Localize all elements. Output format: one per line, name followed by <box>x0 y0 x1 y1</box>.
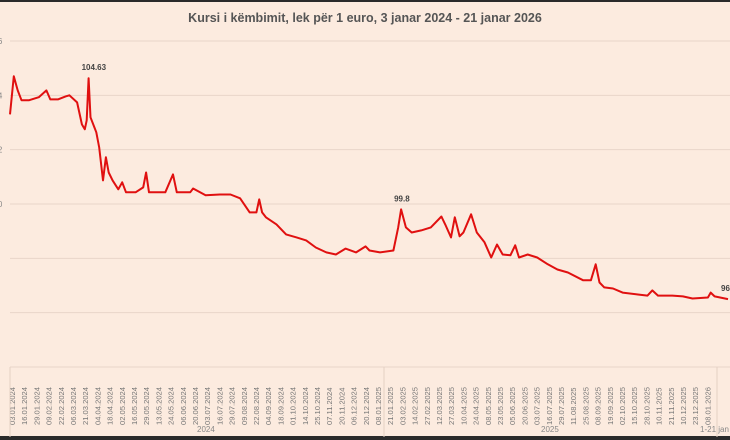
x-tick-label: 20.06.2025 <box>520 387 529 425</box>
x-tick-label: 06.12.2024 <box>350 387 359 425</box>
x-tick-label: 03.01.2024 <box>8 387 17 425</box>
x-tick-label: 19.09.2025 <box>606 387 615 425</box>
x-tick-label: 09.08.2024 <box>240 387 249 425</box>
x-tick-label: 10.11.2025 <box>655 388 664 425</box>
x-tick-label: 08.05.2025 <box>484 387 493 425</box>
x-tick-label: 18.09.2024 <box>276 387 285 425</box>
x-tick-label: 24.04.2025 <box>472 387 481 425</box>
x-tick-label: 06.06.2024 <box>179 387 188 425</box>
x-tick-label: 29.07.2024 <box>228 387 237 425</box>
x-tick-label: 24.05.2024 <box>167 387 176 425</box>
x-tick-label: 23.12.2025 <box>691 387 700 425</box>
x-tick-label: 06.03.2024 <box>69 387 78 425</box>
x-tick-label: 10.12.2025 <box>679 387 688 425</box>
x-tick-label: 14.02.2025 <box>411 387 420 425</box>
x-tick-label: 22.02.2024 <box>57 387 66 425</box>
x-tick-label: 16.05.2024 <box>130 387 139 425</box>
chart-title: Kursi i këmbimit, lek për 1 euro, 3 jana… <box>188 11 542 25</box>
year-label: 2025 <box>541 425 559 434</box>
x-tick-label: 21.11.2025 <box>667 388 676 425</box>
x-tick-label: 18.04.2024 <box>106 387 115 425</box>
x-tick-label: 14.10.2024 <box>301 387 310 425</box>
x-tick-label: 16.07.2025 <box>545 387 554 425</box>
x-tick-label: 03.07.2024 <box>203 387 212 425</box>
y-tick-label: 102 <box>0 146 3 155</box>
x-tick-label: 20.06.2024 <box>191 387 200 425</box>
data-label: 99.8 <box>394 194 410 203</box>
x-tick-label: 02.05.2024 <box>118 387 127 425</box>
x-tick-label: 05.06.2025 <box>508 387 517 425</box>
x-tick-label: 13.05.2024 <box>154 387 163 425</box>
x-tick-label: 15.10.2025 <box>630 387 639 425</box>
y-tick-label: 100 <box>0 200 3 209</box>
data-label: 104.63 <box>82 63 107 72</box>
year-label: 2024 <box>197 425 215 434</box>
x-tick-label: 02.10.2025 <box>618 387 627 425</box>
x-tick-label: 29.01.2024 <box>32 387 41 425</box>
x-tick-label: 27.03.2025 <box>447 387 456 425</box>
x-tick-label: 21.03.2024 <box>81 387 90 425</box>
x-tick-label: 25.10.2024 <box>313 387 322 425</box>
x-tick-label: 22.08.2024 <box>252 387 261 425</box>
x-tick-label: 25.08.2025 <box>581 387 590 425</box>
x-tick-label: 27.02.2025 <box>423 387 432 425</box>
data-label: 96 <box>721 284 730 293</box>
series-line <box>9 75 729 301</box>
x-tick-label: 03.02.2025 <box>398 387 407 425</box>
x-tick-label: 09.02.2024 <box>45 387 54 425</box>
x-tick-label: 23.05.2025 <box>496 387 505 425</box>
x-tick-label: 12.03.2025 <box>435 387 444 425</box>
x-tick-label: 16.01.2024 <box>20 387 29 425</box>
x-tick-label: 08.01.2026 <box>703 387 712 425</box>
year-label: 1-21 jan <box>700 425 729 434</box>
x-tick-label: 08.01.2025 <box>374 387 383 425</box>
x-tick-label: 03.07.2025 <box>533 387 542 425</box>
y-tick-label: 106 <box>0 37 3 46</box>
x-tick-label: 20.11.2024 <box>337 388 346 425</box>
x-tick-label: 08.09.2025 <box>594 387 603 425</box>
x-tick-label: 28.10.2025 <box>642 387 651 425</box>
x-tick-label: 16.07.2024 <box>215 387 224 425</box>
x-tick-label: 29.05.2024 <box>142 387 151 425</box>
x-tick-label: 29.07.2025 <box>557 387 566 425</box>
y-tick-label: 104 <box>0 91 3 100</box>
x-tick-label: 04.09.2024 <box>264 387 273 425</box>
x-tick-label: 07.11.2024 <box>325 388 334 425</box>
x-tick-label: 01.10.2024 <box>289 387 298 425</box>
x-tick-label: 21.01.2025 <box>386 387 395 425</box>
x-tick-label: 11.08.2025 <box>569 388 578 425</box>
x-tick-label: 10.04.2025 <box>459 387 468 425</box>
x-tick-label: 04.04.2024 <box>93 387 102 425</box>
x-tick-label: 20.12.2024 <box>362 387 371 425</box>
